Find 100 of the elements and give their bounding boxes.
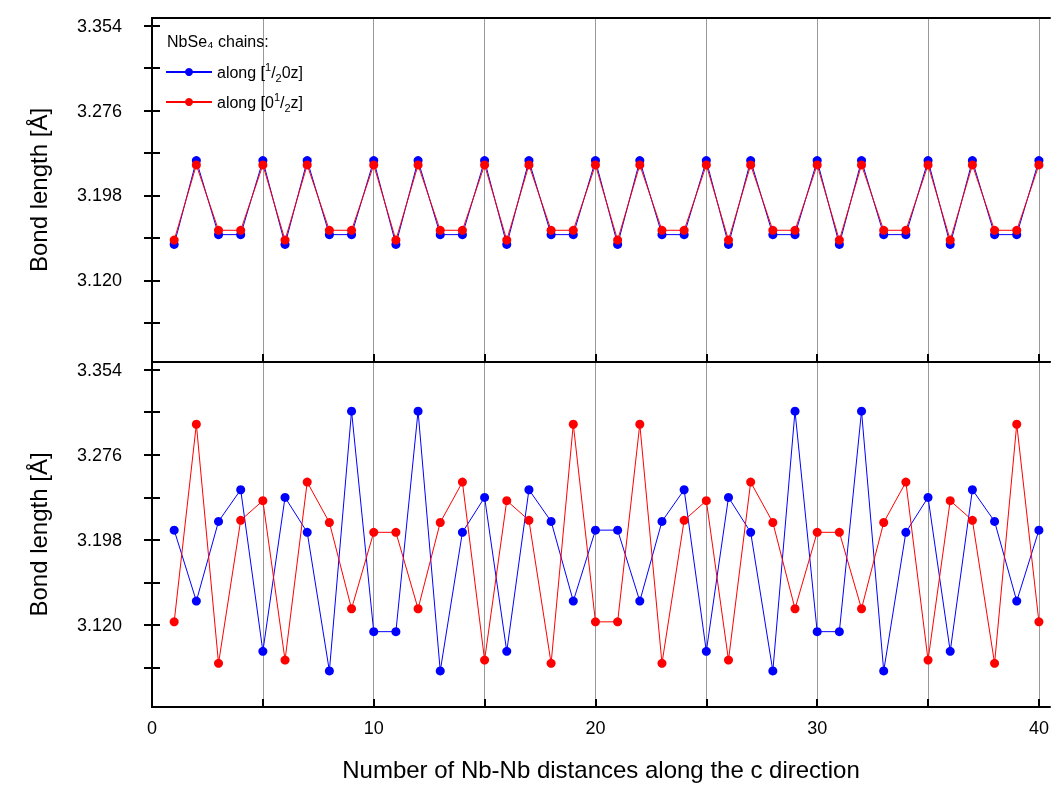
x-axis-title: Number of Nb-Nb distances along the c direction (342, 755, 860, 783)
point (879, 517, 889, 527)
point (857, 406, 867, 416)
point (967, 160, 977, 170)
point (502, 235, 512, 245)
point (324, 225, 334, 235)
point (768, 666, 778, 676)
point (214, 225, 224, 235)
point (236, 225, 246, 235)
point (635, 160, 645, 170)
point (590, 525, 600, 535)
point (590, 617, 600, 627)
point (923, 655, 933, 665)
point (768, 225, 778, 235)
point (657, 225, 667, 235)
x-tick-label: 40 (1028, 718, 1049, 738)
point (347, 604, 357, 614)
point (324, 666, 334, 676)
point (191, 160, 201, 170)
point (413, 160, 423, 170)
point (347, 406, 357, 416)
point (236, 485, 246, 495)
y-tick-label: 3.276 (76, 444, 122, 465)
x-tick-label: 20 (585, 718, 606, 738)
point (1012, 419, 1022, 429)
point (302, 477, 312, 487)
point (236, 515, 246, 525)
point (768, 517, 778, 527)
point (391, 235, 401, 245)
point (834, 627, 844, 637)
point (280, 235, 290, 245)
point (945, 496, 955, 506)
y-tick-label: 3.198 (76, 529, 122, 550)
y-tick-label: 3.198 (76, 185, 122, 206)
point (746, 477, 756, 487)
point (945, 646, 955, 656)
y-tick-label: 3.354 (76, 359, 122, 380)
point (502, 646, 512, 656)
point (657, 516, 667, 526)
point (790, 604, 800, 614)
legend-title: NbSe₄ chains: (167, 32, 269, 50)
point (613, 617, 623, 627)
point (746, 527, 756, 537)
y-axis-title: Bond length [Å] (24, 452, 52, 617)
point (391, 627, 401, 637)
point (524, 515, 534, 525)
point (613, 525, 623, 535)
point (546, 516, 556, 526)
point (480, 160, 490, 170)
point (1012, 596, 1022, 606)
point (258, 646, 268, 656)
point (391, 527, 401, 537)
point (879, 225, 889, 235)
point (524, 485, 534, 495)
point (191, 419, 201, 429)
y-tick-label: 3.120 (76, 270, 122, 291)
x-tick-label: 10 (363, 718, 384, 738)
point (1034, 525, 1044, 535)
point (413, 406, 423, 416)
point (790, 225, 800, 235)
point (967, 515, 977, 525)
point (546, 225, 556, 235)
x-tick-label: 30 (807, 718, 828, 738)
x-tick-label: 0 (146, 718, 158, 738)
point (901, 225, 911, 235)
point (369, 627, 379, 637)
point (857, 604, 867, 614)
point (324, 517, 334, 527)
point (191, 596, 201, 606)
point (945, 235, 955, 245)
point (568, 225, 578, 235)
point (901, 527, 911, 537)
point (812, 160, 822, 170)
point (724, 492, 733, 502)
y-tick-label: 3.276 (76, 100, 122, 121)
point (679, 515, 689, 525)
point (679, 225, 689, 235)
point (369, 160, 379, 170)
point (812, 627, 822, 637)
point (480, 655, 490, 665)
point (457, 225, 467, 235)
point (546, 658, 556, 668)
point (435, 517, 445, 527)
point (701, 496, 711, 506)
point (435, 666, 445, 676)
point (613, 235, 623, 245)
point (280, 655, 290, 665)
point (635, 596, 645, 606)
point (879, 666, 889, 676)
point (214, 516, 224, 526)
point (347, 225, 357, 235)
point (435, 225, 445, 235)
point (923, 160, 933, 170)
point (568, 419, 578, 429)
point (457, 477, 467, 487)
point (302, 527, 312, 537)
point (834, 235, 844, 245)
point (657, 658, 667, 668)
point (480, 492, 490, 502)
point (590, 160, 600, 170)
